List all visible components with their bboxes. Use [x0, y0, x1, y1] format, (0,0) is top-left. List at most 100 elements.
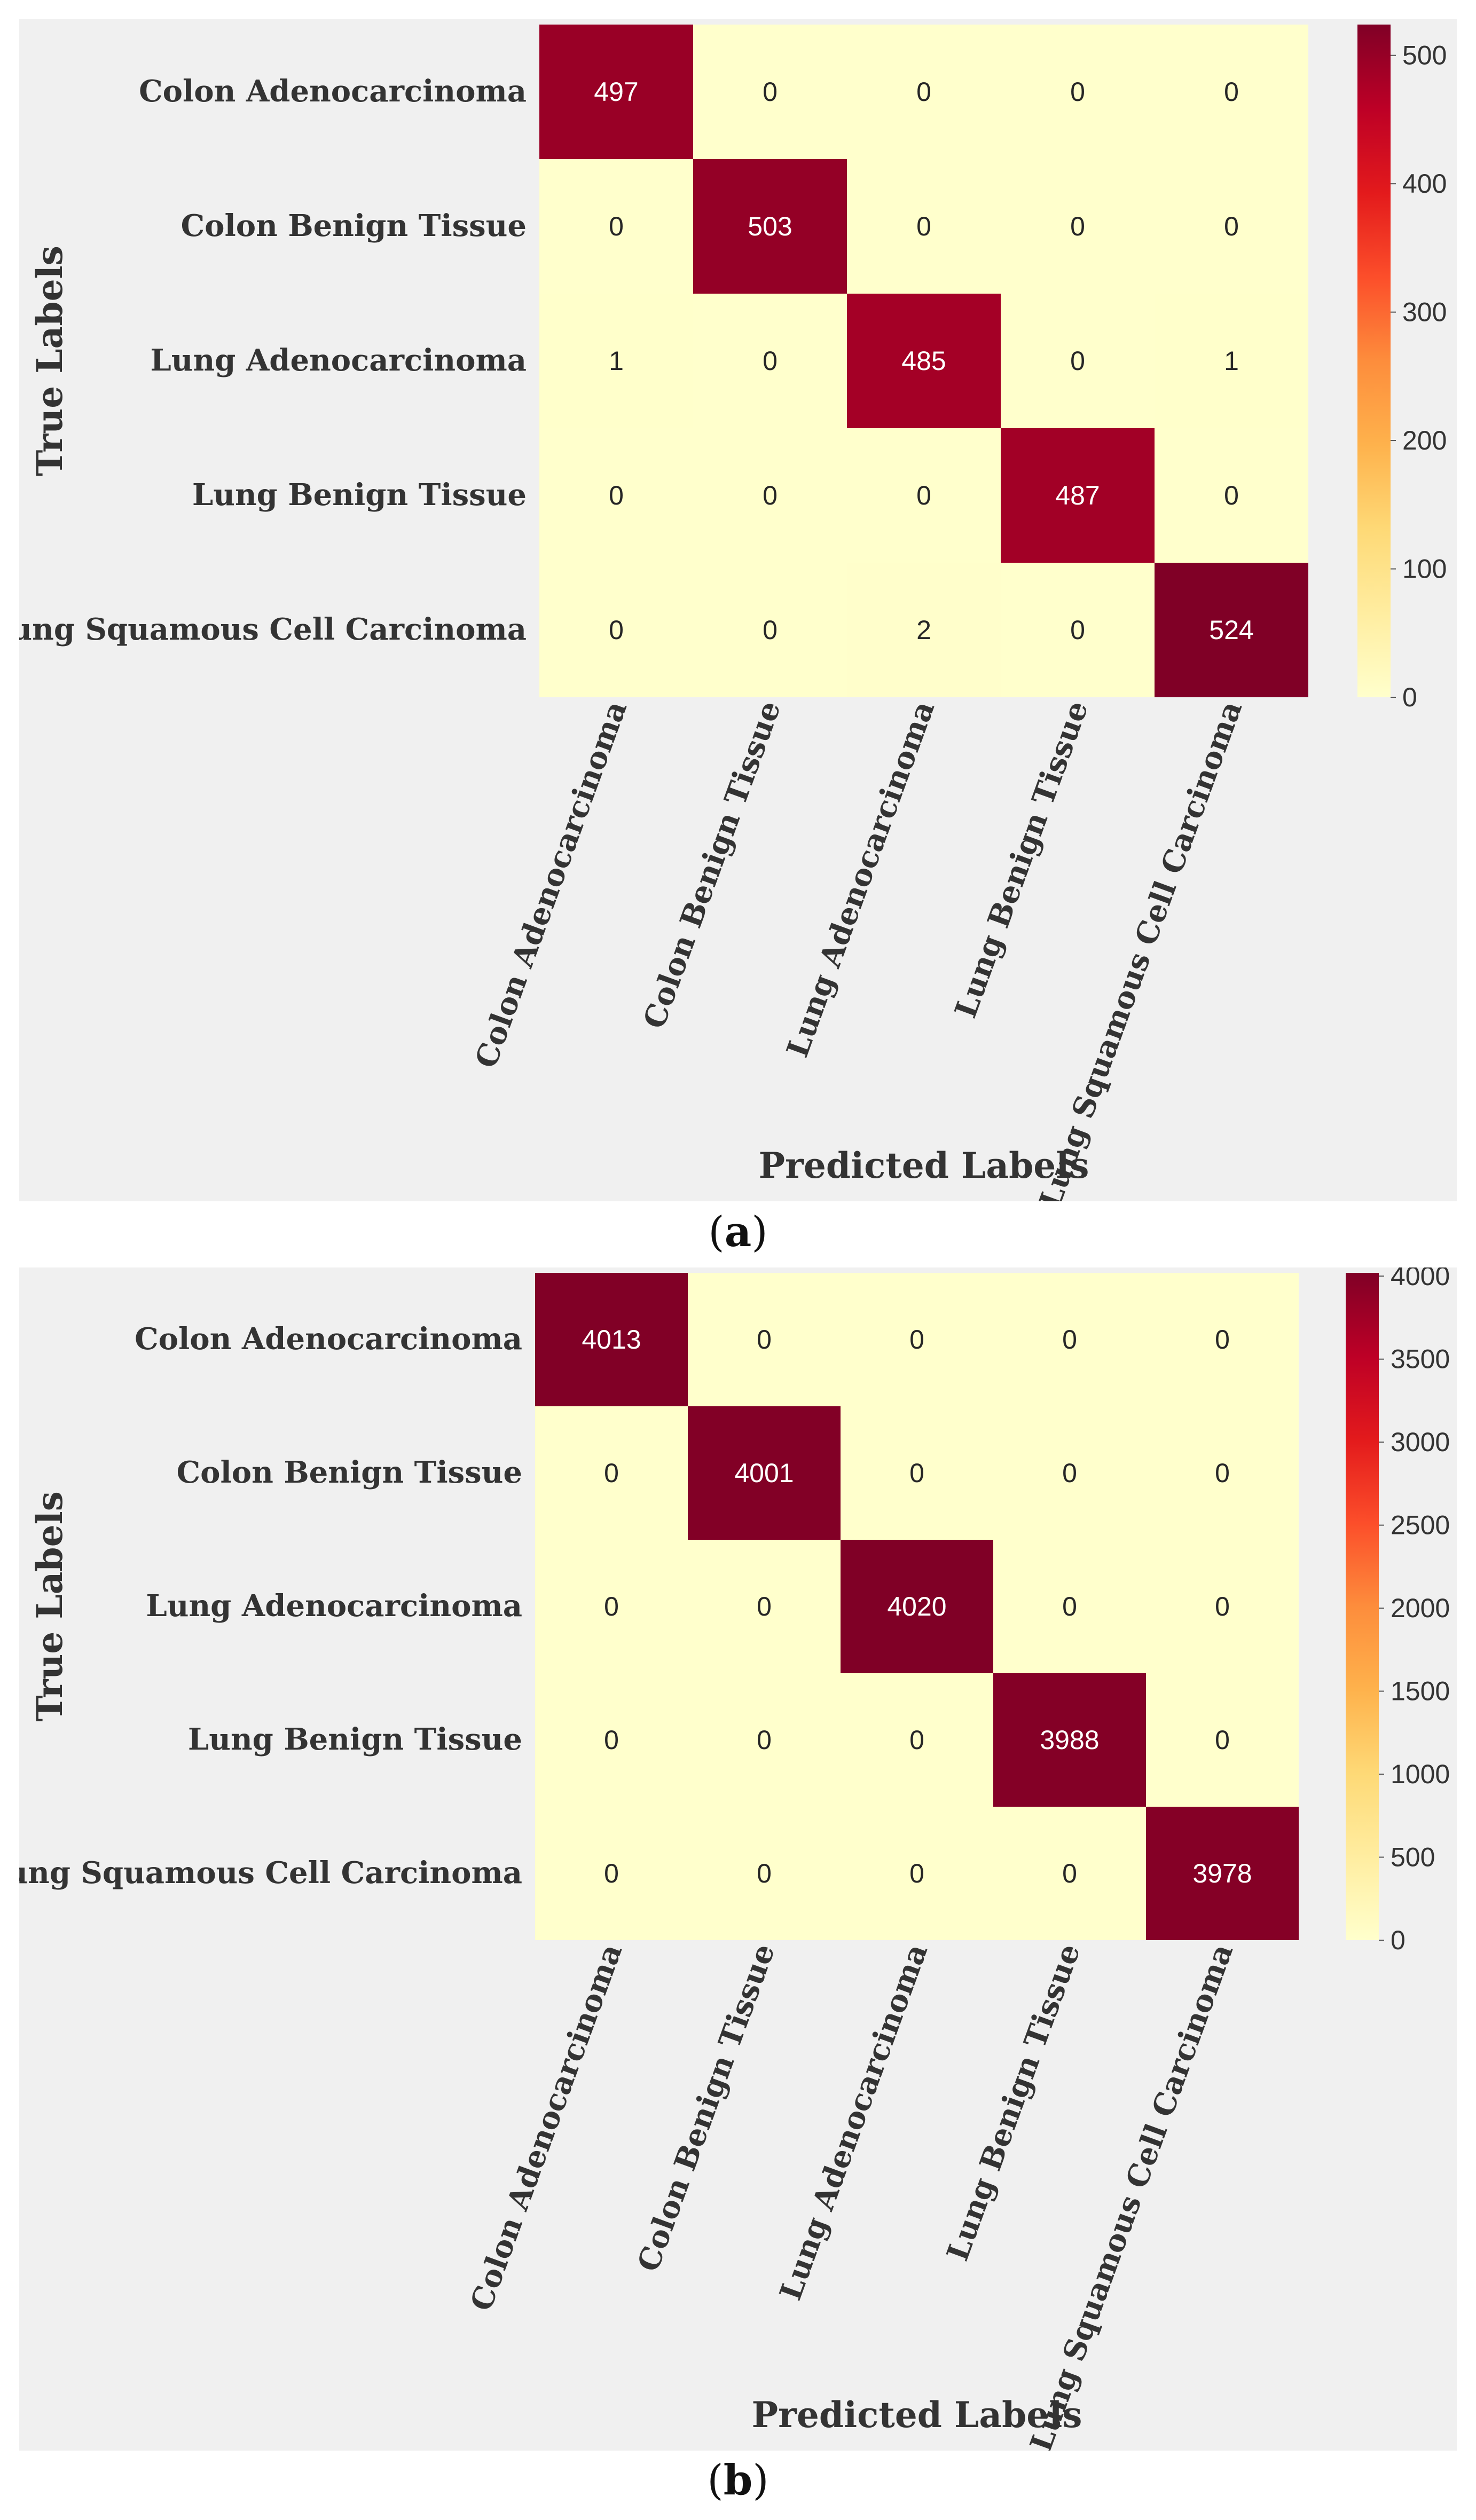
heatmap-cell [1001, 428, 1155, 563]
column-tick-label: Lung Adenocarcinoma [773, 1939, 935, 2305]
cell-value-label: 0 [1070, 211, 1085, 241]
heatmap-cell [1146, 1273, 1299, 1406]
cell-value-label: 4013 [582, 1325, 641, 1354]
cell-value-label: 0 [1215, 1458, 1230, 1488]
confusion-matrix-a: 497 0 0 0 00 503 0 0 01 0 485 0 10 0 0 487 00 0 2 0 524Colon… [0, 25, 1447, 1213]
cell-value-label: 485 [901, 346, 946, 376]
colorbar-tick-label: 1000 [1391, 1759, 1450, 1789]
heatmap-cell [688, 1273, 841, 1406]
row-tick-label: Colon Benign Tissue [177, 1455, 522, 1490]
row-tick-label: Colon Benign Tissue [181, 208, 527, 243]
heatmap-cell [688, 1540, 841, 1673]
heatmap-cell [1001, 159, 1155, 294]
cell-value-label: 0 [609, 211, 624, 241]
column-tick-label: Lung Benign Tissue [940, 1939, 1087, 2265]
heatmap-cell [1155, 294, 1308, 428]
row-tick-label: Lung Adenocarcinoma [146, 1588, 522, 1624]
cell-value-label: 0 [1062, 1858, 1077, 1888]
caption-a: (a) [708, 1208, 768, 1256]
column-tick-label: Lung Adenocarcinoma [780, 696, 941, 1062]
heatmap-cell [693, 428, 847, 563]
cell-value-label: 0 [1070, 615, 1085, 645]
heatmap-cell [1001, 25, 1155, 159]
cell-value-label: 0 [1215, 1592, 1230, 1621]
colorbar-tick-label: 2000 [1391, 1593, 1450, 1623]
cell-value-label: 3978 [1192, 1858, 1252, 1888]
heatmap-cell [1146, 1540, 1299, 1673]
heatmap-cell [993, 1406, 1146, 1540]
heatmap-cell [841, 1540, 993, 1673]
heatmap-cell [693, 563, 847, 697]
cell-value-label: 0 [1215, 1325, 1230, 1354]
cell-value-label: 4001 [734, 1458, 794, 1488]
colorbar-tick-label: 400 [1402, 169, 1447, 199]
cell-value-label: 0 [604, 1725, 619, 1755]
heatmap-cell [841, 1807, 993, 1940]
heatmap-cell [993, 1540, 1146, 1673]
cell-value-label: 2 [916, 615, 931, 645]
cell-value-label: 497 [594, 77, 638, 107]
cell-value-label: 0 [757, 1725, 772, 1755]
row-tick-label: Colon Adenocarcinoma [139, 74, 527, 109]
heatmap-cell [1146, 1807, 1299, 1940]
heatmap-panel-b: 4013 0 0 0 0 0 4001 0 0 0 0 0 4020 0 0 0 0 0 3988 0 0 0 0 0 3978… [0, 1261, 1457, 2456]
colorbar-tick-label: 0 [1391, 1925, 1406, 1955]
heatmap-panel-a: 497 0 0 0 0 0 503 0 0 0 1 0 485 0 1 0 0 0 487 0 0 0 2 0 524 Colon… [0, 19, 1457, 1213]
heatmap-cell [539, 563, 693, 697]
heatmap-cell [539, 294, 693, 428]
colorbar-tick-label: 500 [1391, 1842, 1435, 1872]
colorbar-tick-label: 100 [1402, 554, 1447, 584]
row-tick-label: Lung Benign Tissue [188, 1722, 522, 1757]
colorbar-tick-label: 1500 [1391, 1676, 1450, 1706]
heatmap-cell [841, 1673, 993, 1807]
cell-value-label: 0 [1070, 346, 1085, 376]
caption-a-letter: a [724, 1208, 752, 1256]
heatmap-cell [993, 1673, 1146, 1807]
heatmap-cell [1146, 1673, 1299, 1807]
heatmap-cell [841, 1273, 993, 1406]
colorbar [1357, 25, 1391, 697]
colorbar-tick-label: 500 [1402, 41, 1447, 70]
colorbar-tick-label: 200 [1402, 426, 1447, 455]
cell-value-label: 0 [757, 1325, 772, 1354]
cell-value-label: 0 [909, 1325, 924, 1354]
heatmap-cell [1155, 159, 1308, 294]
cell-value-label: 0 [763, 481, 778, 510]
cell-value-label: 524 [1209, 615, 1253, 645]
cell-value-label: 0 [1070, 77, 1085, 107]
cell-value-label: 0 [1062, 1325, 1077, 1354]
cell-value-label: 0 [609, 481, 624, 510]
heatmap-cell [535, 1273, 688, 1406]
heatmap-cell [993, 1273, 1146, 1406]
cell-value-label: 0 [1224, 481, 1239, 510]
heatmap-cell [1155, 563, 1308, 697]
column-tick-label: Lung Benign Tissue [948, 696, 1095, 1022]
heatmap-cell [693, 159, 847, 294]
heatmap-cell [688, 1807, 841, 1940]
heatmap-cell [693, 294, 847, 428]
y-axis-title: True Labels [29, 246, 70, 476]
colorbar-tick-label: 4000 [1391, 1267, 1450, 1291]
heatmap-cell [847, 294, 1001, 428]
x-axis-title: Predicted Labels [752, 2394, 1082, 2436]
caption-b: (b) [707, 2456, 769, 2505]
cell-value-label: 0 [916, 481, 931, 510]
cell-value-label: 503 [748, 211, 792, 241]
heatmap-cell [535, 1807, 688, 1940]
x-axis-title: Predicted Labels [759, 1145, 1089, 1186]
colorbar-tick-label: 2500 [1391, 1510, 1450, 1540]
colorbar [1346, 1273, 1379, 1940]
cell-value-label: 0 [909, 1858, 924, 1888]
colorbar-tick-label: 3000 [1391, 1427, 1450, 1457]
row-tick-label: Colon Adenocarcinoma [135, 1321, 522, 1357]
cell-value-label: 0 [909, 1458, 924, 1488]
heatmap-cell [1155, 428, 1308, 563]
cell-value-label: 0 [757, 1592, 772, 1621]
heatmap-cell [535, 1540, 688, 1673]
confusion-matrix-b: 4013 0 0 0 0 0 4001 0 0 0 0 0 4020 0 0 0 0 0 3988 0 0 0 0 0 3978… [0, 1261, 1450, 2456]
column-tick-label: Colon Benign Tissue [631, 1939, 782, 2276]
colorbar-tick-label: 3500 [1391, 1344, 1450, 1374]
cell-value-label: 0 [763, 615, 778, 645]
heatmap-cell [688, 1673, 841, 1807]
heatmap-cell [539, 25, 693, 159]
